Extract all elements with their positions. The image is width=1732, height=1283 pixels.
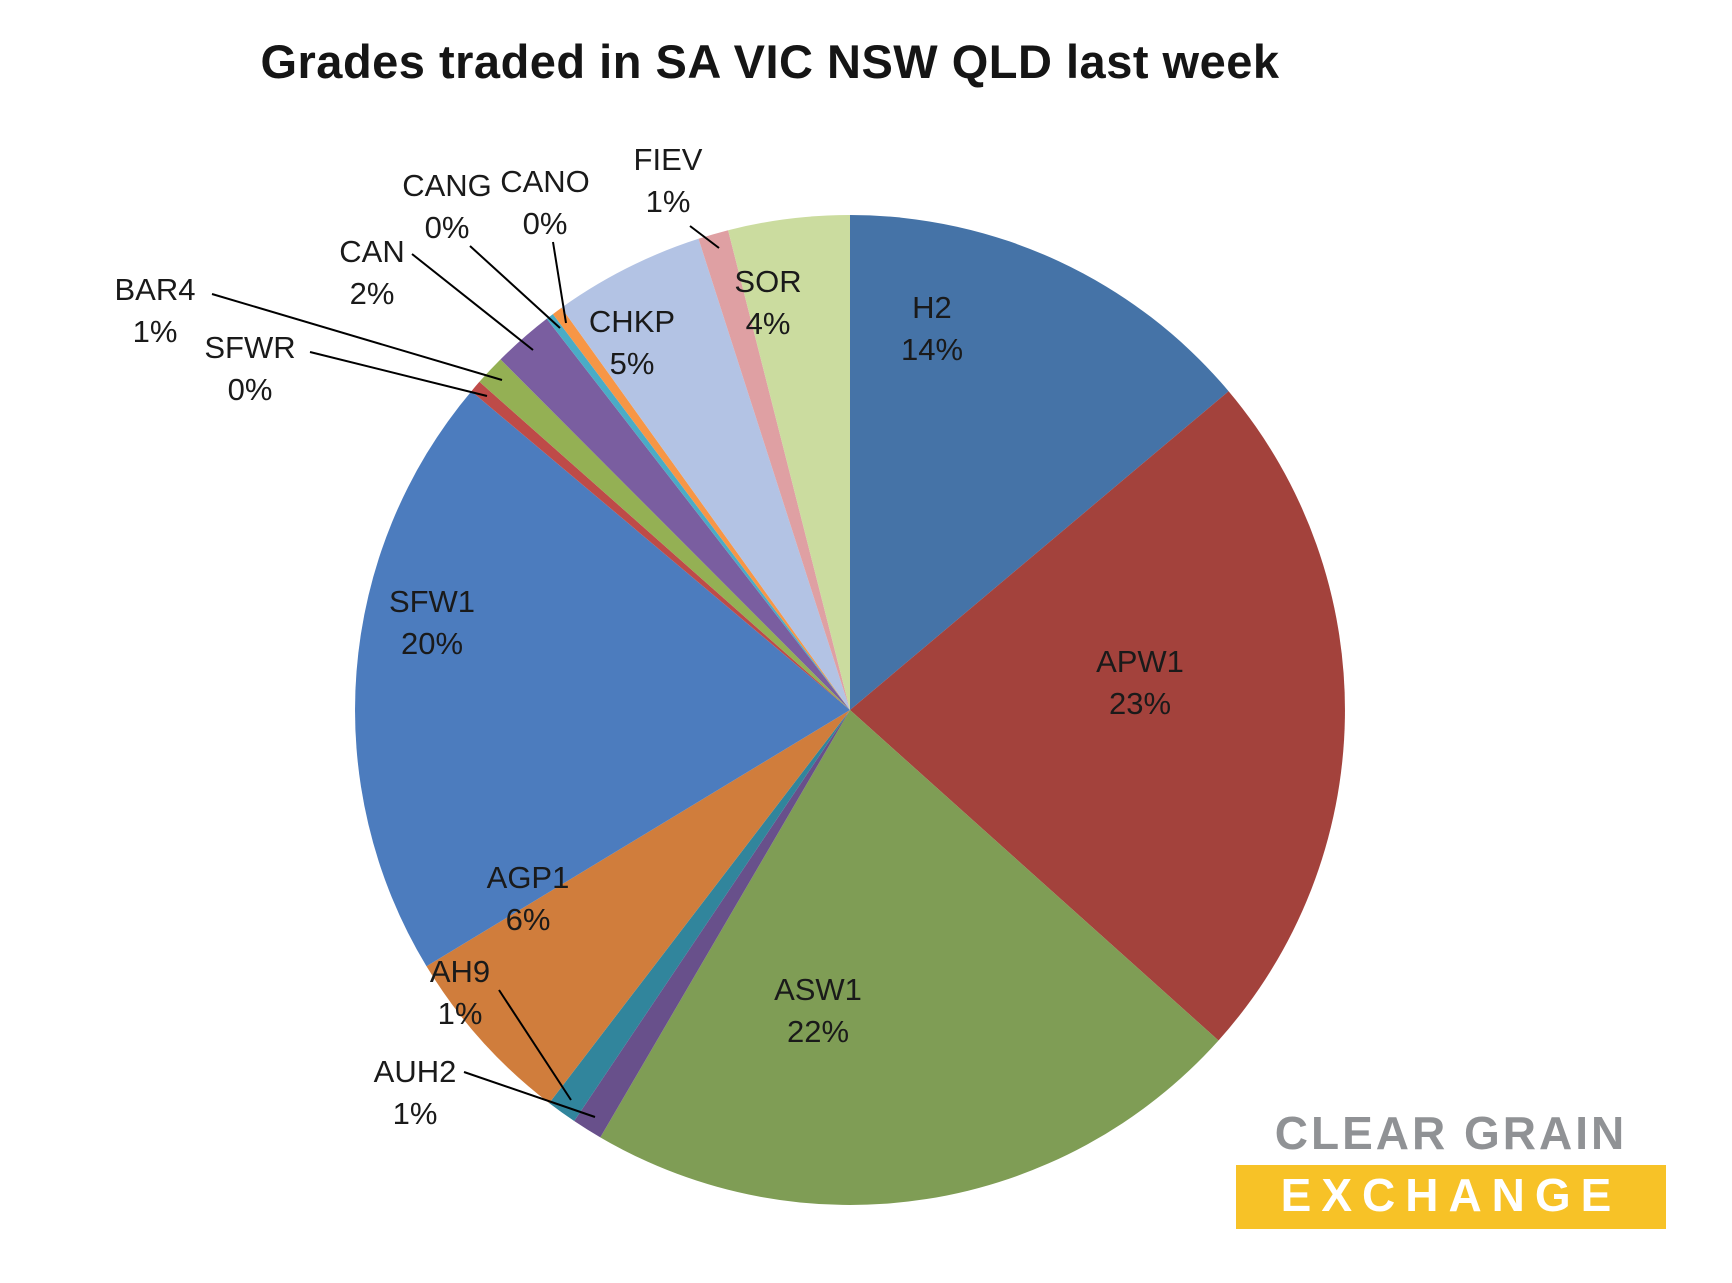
logo-clear-grain-text: CLEAR GRAIN [1274,1107,1628,1159]
slice-label-h2: H2 14% [901,290,963,367]
leader-line-can [411,253,534,351]
chart-title: Grades traded in SA VIC NSW QLD last wee… [260,35,1280,88]
slice-label-apw1: APW1 23% [1096,644,1184,721]
pie-slice-sfw1 [355,391,850,967]
slice-label-asw1: ASW1 22% [774,972,862,1049]
leader-line-cang [469,245,561,329]
pie-slice-sor [728,214,850,710]
slice-label-sfwr: SFWR 0% [204,330,295,407]
slice-label-sfw1: SFW1 20% [389,584,475,661]
pie-slice-cano [552,307,850,710]
slice-label-can: CAN 2% [339,234,404,311]
leader-line-bar4 [211,293,503,381]
pie-slice-auh2 [574,710,850,1138]
leader-line-ah9 [498,989,572,1101]
leader-line-sfwr [309,351,488,397]
pie-slice-apw1 [850,391,1345,1041]
slice-label-chkp: CHKP 5% [589,304,675,381]
slice-label-sor: SOR 4% [734,264,801,341]
slice-label-cano: CANO 0% [500,164,590,241]
leader-line-cano [552,241,567,324]
logo-exchange-text: EXCHANGE [1236,1165,1666,1229]
slice-label-bar4: BAR4 1% [115,272,196,349]
pie-slice-chkp [561,238,850,711]
leader-line-auh2 [463,1071,596,1118]
pie-slice-ah9 [549,710,850,1121]
pie-slice-fiev [698,230,850,710]
pie-slice-sfwr [471,381,850,710]
slice-label-ah9: AH9 1% [430,954,490,1031]
pie-slice-h2 [850,215,1229,710]
slice-label-cang: CANG 0% [402,168,492,245]
pie-slice-asw1 [600,710,1219,1205]
leader-line-fiev [689,225,720,249]
slice-label-fiev: FIEV 1% [634,142,703,219]
pie-slice-can [500,318,850,710]
slice-label-agp1: AGP1 6% [487,860,570,937]
pie-slice-bar4 [479,359,850,710]
slice-label-auh2: AUH2 1% [374,1054,457,1131]
pie-slice-agp1 [426,710,850,1104]
clear-grain-exchange-logo: CLEAR GRAIN EXCHANGE [1236,1106,1666,1229]
pie-slice-cang [546,314,850,710]
